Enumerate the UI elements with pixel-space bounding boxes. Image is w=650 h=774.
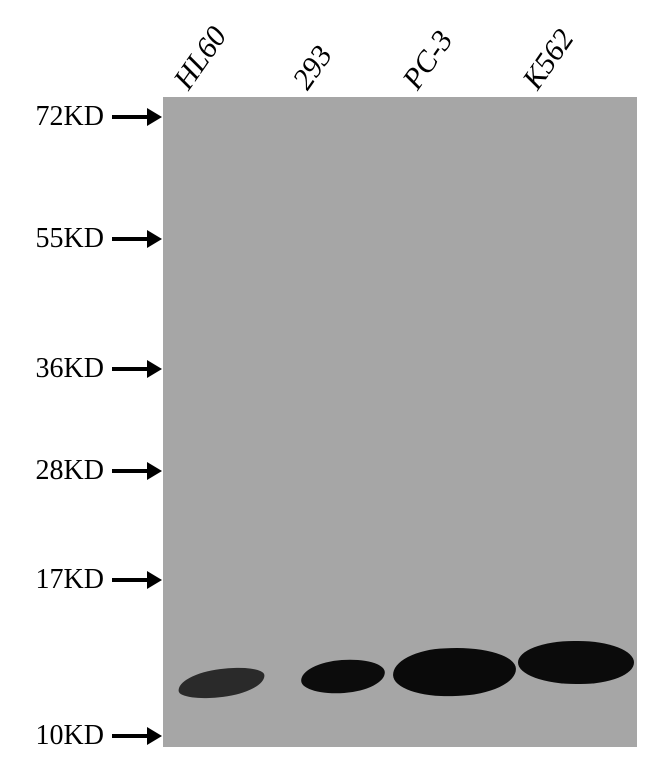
arrow-right-icon xyxy=(112,108,162,126)
ladder-label: 10KD xyxy=(6,720,104,752)
lane-label: HL60 xyxy=(167,21,234,96)
ladder-marker: 36KD xyxy=(6,353,162,385)
arrow-right-icon xyxy=(112,360,162,378)
ladder-marker: 72KD xyxy=(6,101,162,133)
ladder-label: 36KD xyxy=(6,353,104,385)
western-blot-figure: 72KD 55KD 36KD 28KD 17KD 10KD HL60 293 PC-3 K562 xyxy=(0,0,650,774)
lane-label: PC-3 xyxy=(396,25,460,96)
lane-label: K562 xyxy=(516,23,581,96)
lane-label: 293 xyxy=(286,40,340,96)
ladder-marker: 17KD xyxy=(6,564,162,596)
protein-band xyxy=(518,641,634,684)
ladder-marker: 55KD xyxy=(6,223,162,255)
ladder-marker: 28KD xyxy=(6,455,162,487)
ladder-marker: 10KD xyxy=(6,720,162,752)
arrow-right-icon xyxy=(112,571,162,589)
ladder-label: 55KD xyxy=(6,223,104,255)
ladder-label: 28KD xyxy=(6,455,104,487)
ladder-label: 17KD xyxy=(6,564,104,596)
arrow-right-icon xyxy=(112,230,162,248)
arrow-right-icon xyxy=(112,727,162,745)
ladder-label: 72KD xyxy=(6,101,104,133)
arrow-right-icon xyxy=(112,462,162,480)
